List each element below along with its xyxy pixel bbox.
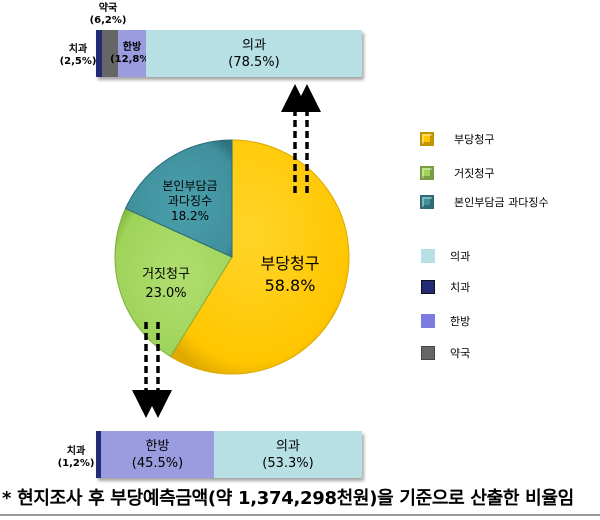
top-yakguk-name: 약국: [98, 3, 118, 14]
top-uigwa-pct: (78.5%): [228, 54, 280, 70]
top-chigwa-label: 치과 (2,5%): [58, 44, 98, 68]
top-bar-hanbang-segment: 한방 (12,8%): [110, 30, 154, 77]
legend-item-bonin: 본인부담금 과다징수: [420, 194, 549, 210]
legend-swatch-yakguk-icon: [421, 346, 435, 360]
down-arrows-icon: [132, 322, 172, 418]
legend-label-geojit: 거짓청구: [454, 167, 495, 180]
top-uigwa-name: 의과: [242, 37, 266, 53]
bottom-bar-hanbang-segment: 한방 (45.5%): [101, 431, 214, 478]
top-chigwa-name: 치과: [68, 44, 88, 55]
pie-label-budang: 부당청구 58.8%: [240, 253, 340, 297]
legend-swatch-chigwa-icon: [421, 280, 435, 294]
bottom-uigwa-pct: (53.3%): [262, 455, 314, 471]
legend-item-geojit: 거짓청구: [420, 165, 494, 181]
pie-bonin-line1: 본인부담금: [162, 179, 218, 193]
legend-label-budang: 부당청구: [454, 133, 495, 146]
bottom-hanbang-name: 한방: [145, 438, 170, 454]
legend-swatch-bonin-icon: [420, 195, 434, 209]
pie-budang-name: 부당청구: [260, 254, 320, 273]
top-hanbang-name: 한방: [122, 41, 142, 53]
pie-budang-pct: 58.8%: [264, 276, 316, 295]
legend-label-bonin: 본인부담금 과다징수: [454, 196, 549, 209]
top-stacked-bar: 한방 (12,8%) 의과 (78.5%): [96, 30, 362, 77]
top-bar-chigwa-segment: [96, 30, 102, 77]
up-arrows-icon: [281, 84, 321, 193]
pie-slice-budang: [169, 139, 350, 375]
top-bar-uigwa-segment: 의과 (78.5%): [146, 30, 362, 77]
top-chigwa-pct: (2,5%): [59, 56, 97, 67]
legend-item-uigwa: 의과: [421, 248, 470, 264]
legend-swatch-uigwa-icon: [421, 249, 435, 263]
footnote: * 현지조사 후 부당예측금액(약 1,374,298천원)을 기준으로 산출한…: [2, 488, 574, 509]
pie-geojit-pct: 23.0%: [145, 286, 187, 301]
bottom-uigwa-name: 의과: [276, 438, 300, 454]
bottom-divider: [0, 514, 600, 516]
legend-swatch-geojit-icon: [420, 166, 434, 180]
pie-bonin-pct: 18.2%: [170, 209, 210, 223]
legend-label-yakguk: 약국: [450, 347, 471, 360]
pie-slice-bonin: [124, 139, 233, 258]
pie-geojit-name: 거짓청구: [142, 267, 190, 282]
legend-label-hanbang: 한방: [450, 315, 471, 328]
legend-item-chigwa: 치과: [421, 279, 470, 295]
top-yakguk-label: 약국 (6,2%): [88, 3, 128, 27]
bottom-hanbang-pct: (45.5%): [131, 455, 184, 471]
legend-swatch-budang-icon: [420, 132, 434, 146]
legend-label-chigwa: 치과: [450, 281, 471, 294]
legend-item-yakguk: 약국: [421, 345, 470, 361]
pie-label-geojit: 거짓청구 23.0%: [126, 265, 206, 303]
legend-item-budang: 부당청구: [420, 131, 494, 147]
bottom-chigwa-name: 치과: [66, 446, 86, 457]
bottom-stacked-bar: 한방 (45.5%) 의과 (53.3%): [96, 431, 362, 478]
top-bar-yakguk-segment: [102, 30, 118, 77]
legend-swatch-hanbang-icon: [421, 314, 435, 328]
bottom-chigwa-pct: (1,2%): [57, 458, 95, 469]
legend-item-hanbang: 한방: [421, 313, 470, 329]
bottom-bar-chigwa-segment: [96, 431, 101, 478]
pie-label-bonin: 본인부담금 과다징수 18.2%: [150, 179, 230, 224]
top-hanbang-pct: (12,8%): [110, 53, 154, 65]
bottom-chigwa-label: 치과 (1,2%): [56, 446, 96, 470]
top-yakguk-pct: (6,2%): [89, 15, 127, 26]
legend-label-uigwa: 의과: [450, 250, 471, 263]
bottom-bar-uigwa-segment: 의과 (53.3%): [214, 431, 362, 478]
pie-bonin-line2: 과다징수: [167, 194, 213, 208]
